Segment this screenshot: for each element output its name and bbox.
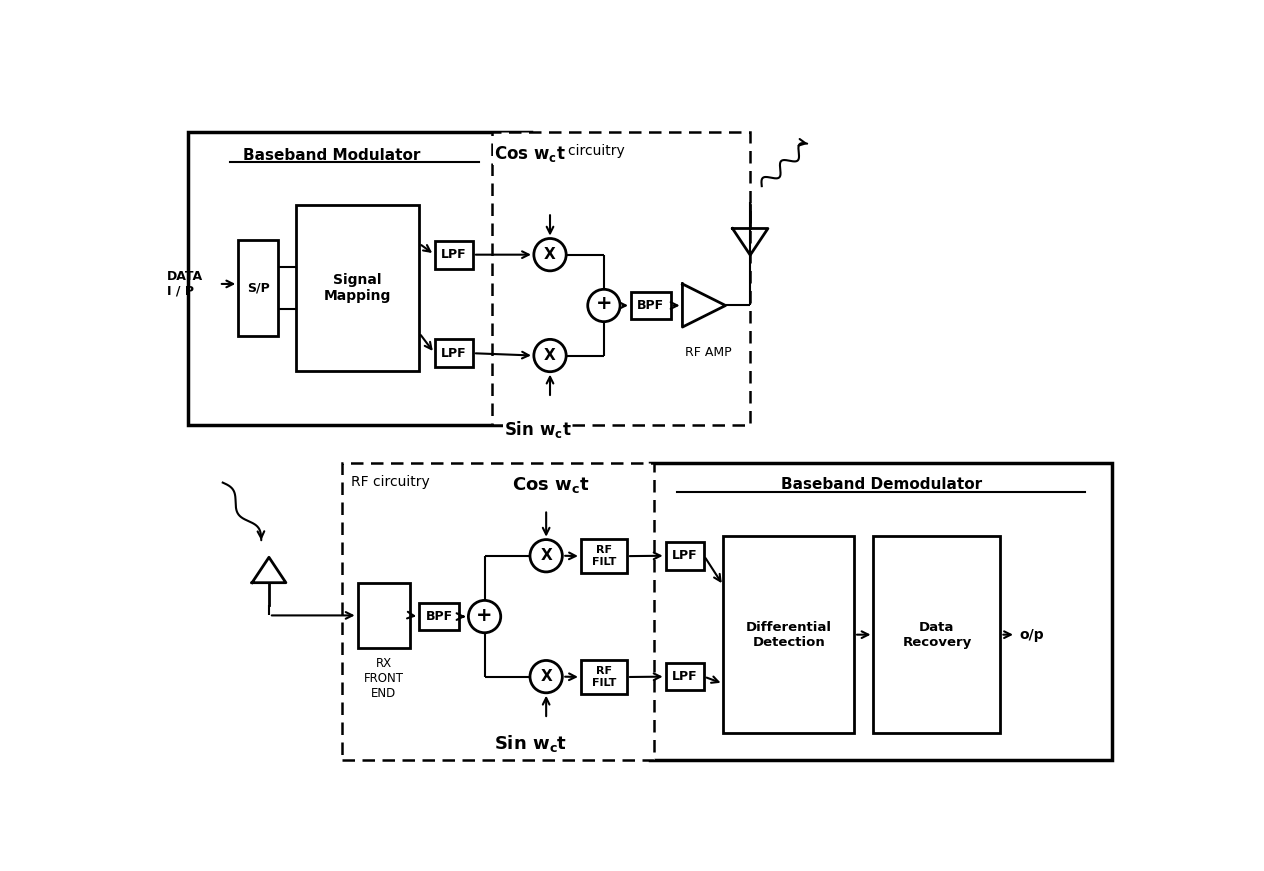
Text: Differential
Detection: Differential Detection (746, 621, 832, 649)
Circle shape (530, 660, 562, 692)
Text: Baseband Demodulator: Baseband Demodulator (781, 477, 982, 492)
Text: RX
FRONT
END: RX FRONT END (364, 658, 403, 700)
Text: RF circuitry: RF circuitry (351, 475, 430, 489)
Text: S/P: S/P (246, 281, 269, 294)
Text: Data
Recovery: Data Recovery (902, 621, 972, 649)
Bar (650, 463, 1112, 760)
Text: RF AMP: RF AMP (685, 346, 731, 359)
Text: Signal
Mapping: Signal Mapping (324, 273, 391, 303)
Text: X: X (540, 548, 552, 564)
Bar (435, 340, 473, 367)
Text: LPF: LPF (441, 347, 466, 360)
Text: Baseband Modulator: Baseband Modulator (244, 148, 421, 163)
Bar (296, 206, 420, 371)
Bar (343, 463, 653, 760)
Text: X: X (540, 669, 552, 684)
Bar (666, 542, 704, 570)
Bar (723, 537, 854, 733)
Text: LPF: LPF (672, 670, 698, 683)
Bar (581, 659, 627, 694)
Text: RF circuitry: RF circuitry (546, 144, 624, 158)
Bar (238, 240, 278, 336)
Text: DATA
I / P: DATA I / P (167, 270, 204, 298)
Text: X: X (544, 348, 556, 363)
Circle shape (530, 539, 562, 572)
Text: X: X (544, 247, 556, 262)
Circle shape (588, 289, 621, 321)
Text: LPF: LPF (441, 248, 466, 261)
Text: Cos $\mathbf{w_c}$t: Cos $\mathbf{w_c}$t (512, 475, 589, 495)
Bar (435, 240, 473, 268)
Circle shape (533, 239, 566, 271)
Bar (188, 132, 531, 425)
Text: Sin $\mathbf{w_c}$t: Sin $\mathbf{w_c}$t (494, 733, 568, 753)
Bar (581, 539, 627, 573)
Text: BPF: BPF (426, 610, 453, 623)
Circle shape (533, 340, 566, 372)
Bar (492, 132, 751, 425)
Text: BPF: BPF (637, 299, 665, 312)
Bar (666, 663, 704, 691)
Bar (873, 537, 1001, 733)
Bar (631, 292, 671, 320)
Text: RF
FILT: RF FILT (592, 545, 616, 567)
Bar (420, 603, 459, 631)
Circle shape (469, 600, 501, 632)
Text: +: + (595, 294, 612, 314)
Bar (358, 583, 410, 648)
Text: +: + (477, 605, 493, 625)
Text: o/p: o/p (1020, 628, 1044, 642)
Text: Cos $\mathbf{w_c}$t: Cos $\mathbf{w_c}$t (494, 144, 566, 164)
Text: RF
FILT: RF FILT (592, 666, 616, 688)
Text: Sin $\mathbf{w_c}$t: Sin $\mathbf{w_c}$t (504, 420, 571, 441)
Text: LPF: LPF (672, 550, 698, 563)
